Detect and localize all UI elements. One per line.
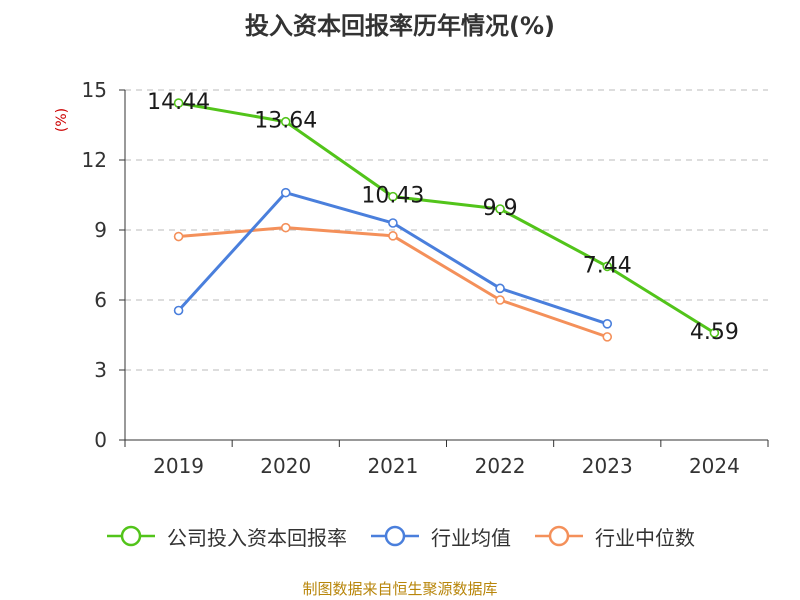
y-tick-label-3: 9 [94,218,107,242]
legend-item-1[interactable]: 行业均值 [369,522,511,551]
x-tick-label-2019: 2019 [153,454,204,478]
series-lines [173,98,720,342]
data-point-1-2021 [388,218,398,228]
data-point-0-2023 [602,261,613,272]
x-tick-label-2022: 2022 [475,454,526,478]
data-label-2024: 4.59 [690,320,739,345]
legend-label-2: 行业中位数 [595,525,695,550]
x-tick-label-2021: 2021 [367,454,418,478]
x-tick-label-2023: 2023 [582,454,633,478]
grid-lines [125,89,768,371]
legend: 公司投入资本回报率 行业均值 行业中位数 [0,518,800,554]
data-point-2-2022 [495,295,505,305]
legend-item-0[interactable]: 公司投入资本回报率 [105,522,347,551]
data-label-2021: 10.43 [361,184,424,209]
series-line-2 [178,226,608,339]
y-tick-label-0: 0 [94,428,107,452]
data-point-0-2020 [280,116,291,127]
chart-title: 投入资本回报率历年情况(%) [245,12,555,40]
x-tick-label-2020: 2020 [260,454,311,478]
data-point-2-2023 [602,332,613,342]
data-label-2020: 13.64 [254,109,317,134]
legend-marker-2 [535,525,583,547]
data-point-0-2024 [709,328,720,338]
data-point-1-2022 [495,283,505,294]
legend-marker-0 [107,525,155,547]
source-note: 制图数据来自恒生聚源数据库 [302,580,498,598]
data-label-2019: 14.44 [147,90,210,115]
data-point-0-2021 [388,191,398,202]
data-point-1-2019 [173,305,184,316]
y-tick-label-5: 15 [82,78,107,102]
data-labels: 14.44 13.64 10.43 9.9 7.44 4.59 [147,90,739,345]
legend-item-2[interactable]: 行业中位数 [533,522,695,551]
x-tick-label-2024: 2024 [689,454,740,478]
data-point-2-2019 [173,231,184,242]
data-point-2-2020 [280,222,291,233]
legend-marker-1 [371,525,419,547]
data-point-1-2023 [602,318,613,329]
y-tick-label-2: 6 [94,288,107,312]
data-point-2-2021 [388,231,398,241]
data-label-2022: 9.9 [483,196,518,221]
data-point-0-2022 [495,204,505,214]
data-point-1-2020 [280,187,291,198]
axes: 0 3 6 9 12 15 2019 2020 2021 2022 2023 2024 [82,78,769,478]
data-point-0-2019 [173,98,184,108]
series-line-0 [178,101,716,335]
series-line-1 [177,191,608,326]
y-tick-label-1: 3 [94,358,107,382]
y-tick-label-4: 12 [82,148,107,172]
legend-label-0: 公司投入资本回报率 [167,525,347,550]
data-label-2023: 7.44 [583,253,632,278]
legend-label-1: 行业均值 [431,525,511,550]
